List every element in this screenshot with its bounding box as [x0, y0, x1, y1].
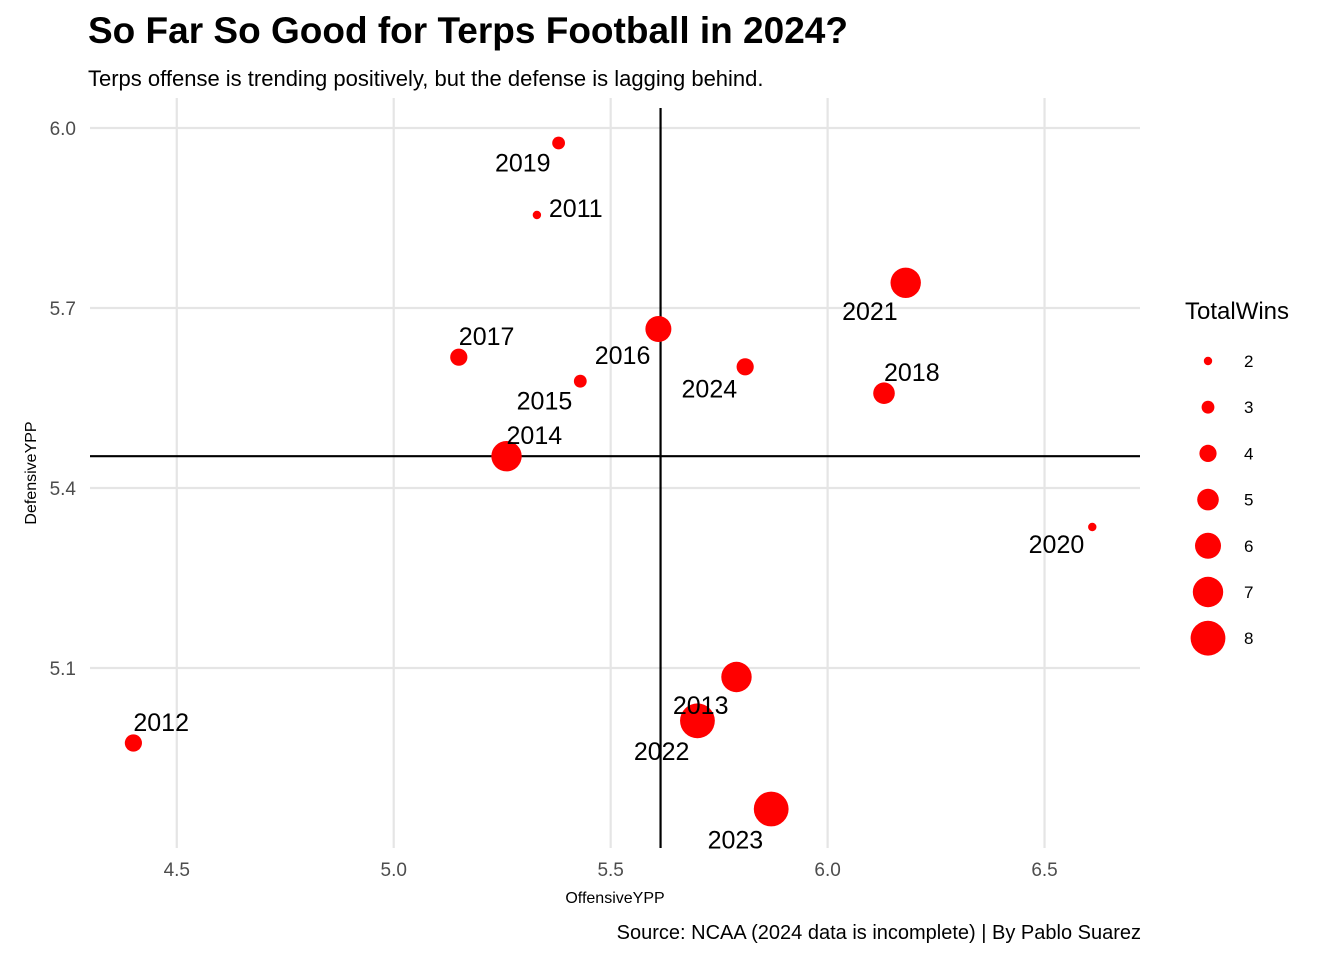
data-point [645, 316, 672, 342]
legend-key-label: 7 [1244, 583, 1253, 602]
x-tick-label: 5.0 [381, 860, 407, 881]
legend-key-circle [1203, 356, 1213, 366]
legend-key-label: 4 [1244, 444, 1253, 463]
axes: 4.5 5.0 5.5 6.0 6.5 5.1 5.4 5.7 6.0 OffensiveYPP D… [23, 119, 1058, 907]
legend-key-circle [1199, 444, 1217, 462]
y-tick-label: 6.0 [50, 119, 76, 140]
x-tick-label: 5.5 [597, 860, 623, 881]
data-point [491, 441, 522, 472]
source-caption: Source: NCAA (2024 data is incomplete) |… [616, 922, 1141, 944]
y-tick-label: 5.1 [50, 659, 76, 680]
legend-key-label: 5 [1244, 491, 1253, 510]
point-label: 2020 [1029, 531, 1085, 559]
legend-key-circle [1197, 488, 1219, 511]
point-label: 2012 [133, 709, 189, 737]
point-label: 2011 [549, 195, 603, 223]
data-point [873, 382, 895, 405]
data-point [573, 374, 587, 388]
size-legend: TotalWins 2 3 4 5 6 7 8 [1185, 298, 1289, 656]
x-tick-label: 6.0 [814, 860, 840, 881]
data-point [753, 791, 789, 827]
y-axis-title: DefensiveYPP [23, 421, 40, 524]
data-point [532, 210, 542, 220]
point-label: 2015 [517, 388, 573, 416]
legend-key-circle [1201, 400, 1215, 414]
data-point [890, 267, 921, 298]
x-tick-label: 6.5 [1031, 860, 1057, 881]
y-tick-label: 5.7 [50, 299, 76, 320]
x-tick-label: 4.5 [164, 860, 190, 881]
legend-key-label: 3 [1244, 398, 1253, 417]
data-point [736, 358, 754, 376]
data-point [124, 734, 142, 752]
chart-title: So Far So Good for Terps Football in 202… [88, 10, 848, 51]
legend-key-label: 6 [1244, 537, 1253, 556]
point-label: 2024 [682, 375, 738, 403]
point-label: 2014 [507, 422, 563, 450]
y-tick-label: 5.4 [50, 479, 77, 500]
legend-key-circle [1192, 576, 1224, 608]
point-label: 2016 [595, 342, 651, 370]
point-labels: 2011 2012 2013 2014 2015 2016 2017 2018 2019 2020… [133, 149, 1084, 854]
point-label: 2019 [495, 149, 551, 177]
point-label: 2017 [459, 323, 515, 351]
data-point [721, 661, 752, 693]
data-point [450, 348, 468, 366]
point-label: 2021 [842, 298, 898, 326]
x-axis-title: OffensiveYPP [565, 890, 664, 907]
data-point [680, 703, 715, 739]
data-points [124, 136, 1097, 827]
point-label: 2013 [673, 692, 729, 720]
gridlines [90, 98, 1140, 848]
point-label: 2022 [634, 738, 690, 766]
point-label: 2018 [884, 359, 940, 387]
legend-key-circle [1190, 620, 1226, 656]
data-point [1088, 522, 1097, 532]
legend-key-label: 2 [1244, 352, 1253, 371]
legend-key-circle [1195, 532, 1221, 559]
chart-subtitle: Terps offense is trending positively, bu… [88, 66, 764, 91]
data-point [552, 136, 565, 150]
legend-key-label: 8 [1244, 629, 1253, 648]
legend-title: TotalWins [1185, 298, 1289, 325]
reference-lines [90, 108, 1140, 848]
point-label: 2023 [708, 826, 764, 854]
